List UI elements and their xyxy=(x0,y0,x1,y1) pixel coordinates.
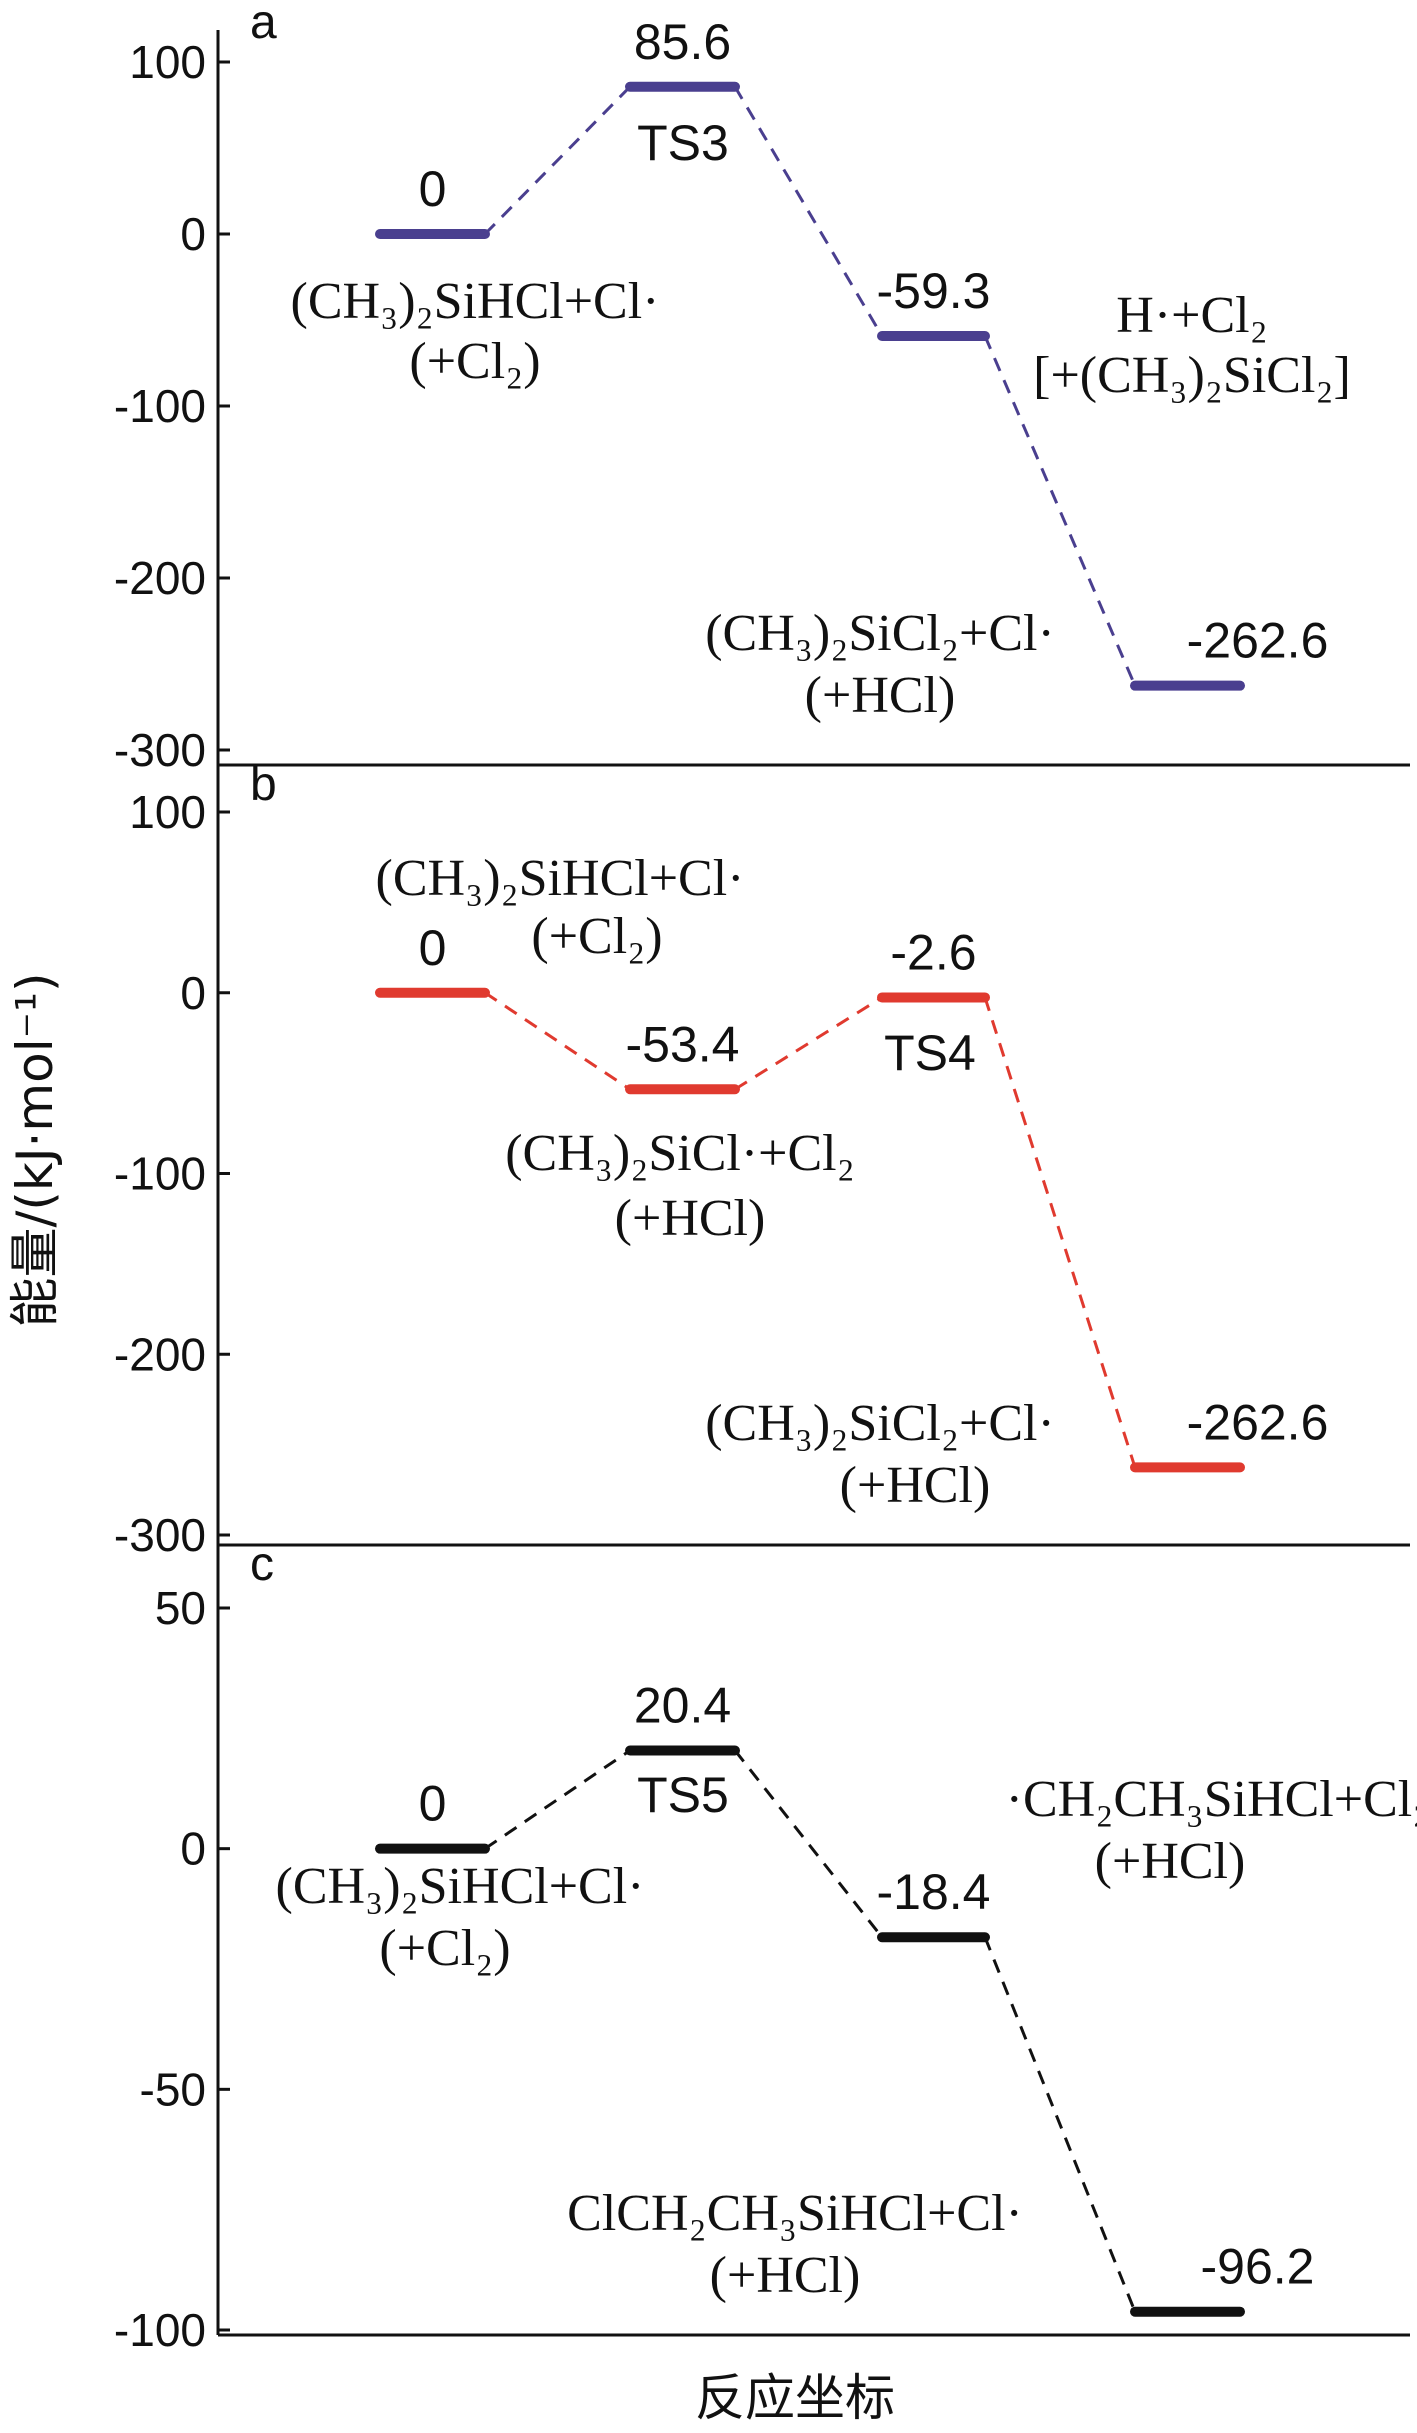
y-axis-title: 能量/(kJ·mol⁻¹) xyxy=(6,972,64,1327)
species-annotation: ·CH₂CH₃SiHCl+Cl₂ xyxy=(1006,1771,1417,1828)
species-annotation: (+Cl₂) xyxy=(531,908,662,965)
energy-value-label: 0 xyxy=(419,161,447,217)
y-tick-label: -300 xyxy=(114,1509,206,1561)
species-annotation: (CH₃)₂SiCl₂+Cl· xyxy=(705,605,1055,662)
level-connector xyxy=(733,1749,884,1939)
panel-a: -300 -200 -100 0 100 a 0 85.6 -59.3 -262.6 TS3 (CH₃… xyxy=(114,0,1410,776)
y-tick-label: 0 xyxy=(180,208,206,260)
species-annotation: [+(CH₃)₂SiCl₂] xyxy=(1033,347,1351,404)
y-tick-label: 0 xyxy=(180,1823,206,1875)
species-annotation: (+HCl) xyxy=(710,2247,861,2304)
energy-value-label: -262.6 xyxy=(1187,1394,1329,1450)
energy-value-label: -53.4 xyxy=(626,1016,740,1072)
level-connector xyxy=(983,335,1137,687)
level-connector xyxy=(484,991,631,1091)
y-tick-label: -100 xyxy=(114,1148,206,1200)
y-tick-label: -100 xyxy=(114,2304,206,2356)
species-annotation: TS4 xyxy=(884,1025,976,1081)
species-annotation: (CH₃)₂SiCl₂+Cl· xyxy=(705,1395,1055,1452)
y-tick-label: 100 xyxy=(129,36,206,88)
species-annotation: (CH₃)₂SiHCl+Cl· xyxy=(276,1858,645,1915)
y-tick-label: 0 xyxy=(180,967,206,1019)
y-tick-label: -100 xyxy=(114,380,206,432)
species-annotation: (CH₃)₂SiHCl+Cl· xyxy=(291,273,660,330)
y-tick-label: 100 xyxy=(129,786,206,838)
species-annotation: (+HCl) xyxy=(805,667,956,724)
species-annotation: (+HCl) xyxy=(840,1457,991,1514)
energy-value-label: -262.6 xyxy=(1187,613,1329,669)
level-connector xyxy=(983,996,1137,1468)
level-connector xyxy=(484,1749,631,1850)
energy-value-label: -59.3 xyxy=(877,263,991,319)
species-annotation: H·+Cl₂ xyxy=(1116,287,1267,344)
energy-value-label: 0 xyxy=(419,1776,447,1832)
energy-value-label: 0 xyxy=(419,920,447,976)
panel-letter: b xyxy=(250,758,277,811)
y-tick-label: 50 xyxy=(155,1582,206,1634)
x-axis-title: 反应坐标 xyxy=(695,2369,895,2427)
species-annotation: TS3 xyxy=(637,115,729,171)
species-annotation: (CH₃)₂SiCl·+Cl₂ xyxy=(505,1125,855,1182)
level-connector xyxy=(983,1936,1137,2313)
species-annotation: ClCH₂CH₃SiHCl+Cl· xyxy=(567,2185,1023,2242)
energy-value-label: -2.6 xyxy=(890,924,976,980)
species-annotation: (+Cl₂) xyxy=(409,333,540,390)
species-annotation: (+HCl) xyxy=(1095,1833,1246,1890)
panel-c: -100 -50 0 50 c 0 20.4 -18.4 -96.2 TS5 (CH₃)₂SiHCl… xyxy=(114,1538,1417,2356)
y-tick-label: -200 xyxy=(114,1328,206,1380)
panel-letter: c xyxy=(250,1538,274,1591)
y-tick-label: -50 xyxy=(140,2063,206,2115)
energy-value-label: 85.6 xyxy=(634,14,731,70)
species-annotation: (CH₃)₂SiHCl+Cl· xyxy=(376,850,745,907)
panel-letter: a xyxy=(250,0,277,49)
y-tick-label: -200 xyxy=(114,552,206,604)
energy-value-label: 20.4 xyxy=(634,1677,731,1733)
level-connector xyxy=(483,85,632,236)
level-connector xyxy=(734,996,883,1091)
species-annotation: TS5 xyxy=(637,1767,729,1823)
energy-value-label: -96.2 xyxy=(1201,2239,1315,2295)
species-annotation: (+HCl) xyxy=(615,1190,766,1247)
energy-value-label: -18.4 xyxy=(877,1864,991,1920)
y-tick-label: -300 xyxy=(114,724,206,776)
species-annotation: (+Cl₂) xyxy=(379,1920,510,1977)
level-connector xyxy=(733,86,884,337)
panel-b: -300 -200 -100 0 100 b 0 -53.4 -2.6 -262.6 (CH₃)₂S… xyxy=(114,758,1410,1561)
